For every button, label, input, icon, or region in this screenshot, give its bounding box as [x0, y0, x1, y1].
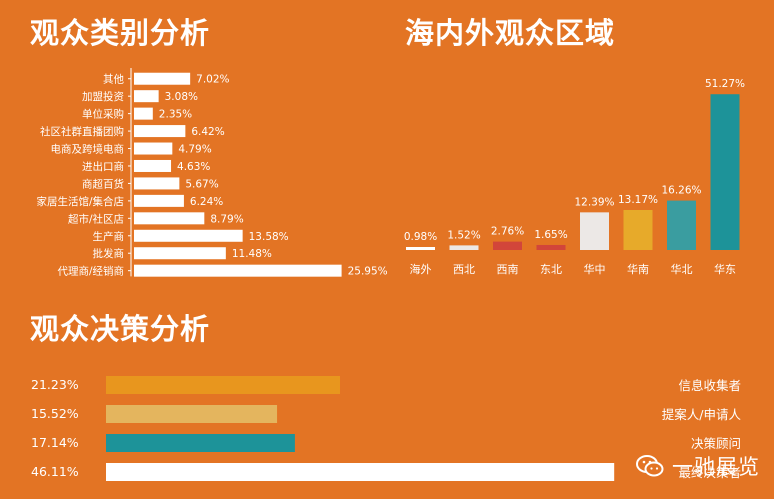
decision-bar — [106, 405, 278, 423]
category-label: 加盟投资 — [82, 90, 124, 103]
region-bar — [406, 247, 435, 250]
category-label: 单位采购 — [82, 108, 124, 121]
region-bar — [710, 94, 740, 250]
region-bar — [493, 241, 522, 250]
decision-bar — [106, 434, 295, 452]
region-value-label: 51.27% — [705, 78, 745, 90]
category-bar — [134, 264, 342, 277]
region-value-label: 0.98% — [404, 231, 437, 243]
region-value-label: 16.26% — [661, 185, 701, 197]
category-value-label: 4.63% — [177, 161, 210, 173]
decision-value-label: 15.52% — [31, 406, 79, 421]
decision-category-label: 最终决策者 — [678, 465, 741, 480]
category-value-label: 13.58% — [249, 231, 289, 243]
region-label: 西北 — [453, 263, 475, 276]
category-bar — [134, 177, 180, 190]
decision-value-label: 17.14% — [31, 435, 79, 450]
category-label: 电商及跨境电商 — [51, 143, 125, 156]
category-value-label: 11.48% — [232, 248, 272, 260]
category-value-label: 3.08% — [165, 91, 198, 103]
region-label: 华东 — [714, 262, 736, 276]
region-value-label: 2.76% — [491, 226, 524, 238]
category-label: 超市/社区店 — [68, 212, 124, 225]
category-bar — [134, 72, 191, 85]
decision-value-label: 46.11% — [31, 464, 79, 479]
region-value-label: 1.65% — [534, 229, 567, 241]
category-label: 家居生活馆/集合店 — [36, 195, 124, 208]
category-bar — [134, 90, 159, 103]
category-bar — [134, 212, 205, 225]
region-label: 华中 — [584, 262, 606, 276]
category-bar — [134, 229, 243, 242]
region-value-label: 1.52% — [447, 229, 480, 241]
region-bar — [580, 212, 609, 250]
category-bar — [134, 159, 172, 172]
region-value-label: 12.39% — [574, 196, 614, 208]
category-bar — [134, 142, 173, 155]
category-label: 生产商 — [93, 230, 125, 243]
region-label: 西南 — [497, 263, 519, 276]
region-bar — [536, 244, 566, 250]
decision-category-label: 信息收集者 — [678, 378, 741, 393]
category-value-label: 7.02% — [196, 74, 229, 86]
category-value-label: 25.95% — [348, 266, 388, 278]
category-label: 其他 — [103, 73, 124, 86]
category-bar — [134, 125, 186, 138]
category-bar — [134, 107, 153, 120]
decision-bar — [106, 463, 615, 481]
category-value-label: 8.79% — [210, 213, 243, 225]
category-chart-title: 观众类别分析 — [30, 16, 211, 50]
decision-chart-title: 观众决策分析 — [30, 312, 211, 346]
watermark: 一驰展览 — [636, 451, 760, 481]
region-value-label: 13.17% — [618, 194, 658, 206]
category-value-label: 2.35% — [159, 109, 192, 121]
decision-category-label: 决策顾问 — [691, 436, 741, 451]
region-chart-title: 海内外观众区域 — [405, 16, 616, 50]
region-bar — [449, 245, 479, 250]
region-label: 华南 — [627, 262, 649, 276]
category-label: 进出口商 — [82, 160, 124, 173]
watermark-text: 一驰展览 — [672, 455, 760, 479]
decision-value-label: 21.23% — [31, 377, 79, 392]
category-value-label: 6.24% — [190, 196, 223, 208]
region-bar — [623, 209, 653, 250]
category-label: 批发商 — [93, 247, 125, 260]
category-label: 代理商/经销商 — [57, 265, 124, 278]
category-label: 商超百货 — [82, 177, 124, 190]
category-bar — [134, 247, 226, 260]
region-label: 海外 — [410, 262, 432, 276]
region-bar — [667, 200, 696, 250]
category-value-label: 6.42% — [191, 126, 224, 138]
decision-bar — [106, 376, 340, 394]
category-value-label: 5.67% — [185, 178, 218, 190]
region-label: 华北 — [671, 262, 693, 276]
wechat-icon — [636, 454, 664, 478]
category-value-label: 4.79% — [178, 144, 211, 156]
category-label: 社区社群直播团购 — [40, 125, 124, 138]
decision-category-label: 提案人/申请人 — [662, 407, 742, 422]
category-bar — [134, 194, 184, 207]
region-label: 东北 — [540, 263, 562, 276]
